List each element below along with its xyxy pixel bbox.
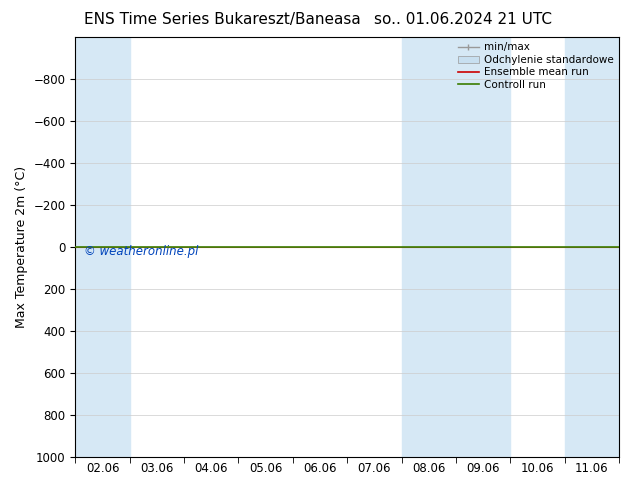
Text: so.. 01.06.2024 21 UTC: so.. 01.06.2024 21 UTC <box>374 12 552 27</box>
Text: ENS Time Series Bukareszt/Baneasa: ENS Time Series Bukareszt/Baneasa <box>84 12 360 27</box>
Bar <box>75 37 130 457</box>
Legend: min/max, Odchylenie standardowe, Ensemble mean run, Controll run: min/max, Odchylenie standardowe, Ensembl… <box>456 40 616 92</box>
Y-axis label: Max Temperature 2m (°C): Max Temperature 2m (°C) <box>15 166 28 328</box>
Text: © weatheronline.pl: © weatheronline.pl <box>84 245 198 258</box>
Bar <box>401 37 456 457</box>
Bar <box>456 37 510 457</box>
Bar <box>565 37 619 457</box>
